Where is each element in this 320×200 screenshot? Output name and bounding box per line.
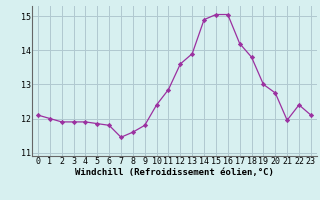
X-axis label: Windchill (Refroidissement éolien,°C): Windchill (Refroidissement éolien,°C) <box>75 168 274 177</box>
